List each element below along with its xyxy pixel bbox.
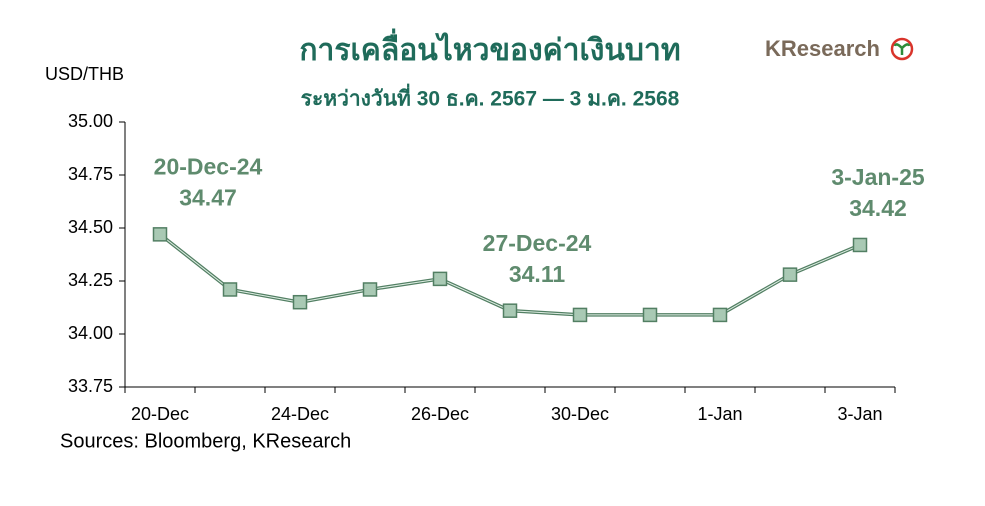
logo: KResearch <box>765 36 880 61</box>
chart-title: การเคลื่อนไหวของค่าเงินบาท <box>299 28 680 67</box>
marker <box>222 282 238 297</box>
y-tick-label: 34.50 <box>68 217 113 237</box>
marker <box>502 303 518 318</box>
value-label: 34.47 <box>179 184 237 210</box>
y-tick-label: 34.25 <box>68 270 113 290</box>
marker <box>362 282 378 297</box>
value-label: 34.11 <box>509 261 565 287</box>
source: Sources: Bloomberg, KResearch <box>60 430 351 452</box>
marker <box>152 227 168 242</box>
x-tick-label: 20-Dec <box>131 404 189 424</box>
point-label: 3-Jan-25 <box>831 164 925 190</box>
marker <box>712 307 728 323</box>
marker <box>292 294 308 310</box>
marker <box>642 307 658 323</box>
logo-leaf <box>893 43 911 55</box>
y-tick-label: 34.75 <box>68 164 113 184</box>
marker <box>852 237 868 253</box>
marker <box>432 271 448 287</box>
x-tick-label: 24-Dec <box>271 404 329 424</box>
y-tick-label: 35.00 <box>68 111 113 131</box>
chart-subtitle: ระหว่างวันที่ 30 ธ.ค. 2567 — 3 ม.ค. 2568 <box>301 83 680 111</box>
value-label: 34.42 <box>849 195 907 221</box>
point-label: 27-Dec-24 <box>483 230 592 256</box>
marker <box>782 267 798 282</box>
marker <box>572 307 588 323</box>
x-tick-label: 30-Dec <box>551 404 609 424</box>
x-tick-label: 26-Dec <box>411 404 469 424</box>
logo-icon <box>890 37 914 61</box>
y-axis-label: USD/THB <box>45 64 124 84</box>
x-tick-label: 3-Jan <box>837 404 882 424</box>
y-tick-label: 33.75 <box>68 376 113 396</box>
point-label: 20-Dec-24 <box>154 153 263 179</box>
x-tick-label: 1-Jan <box>697 404 742 424</box>
y-tick-label: 34.00 <box>68 323 113 343</box>
